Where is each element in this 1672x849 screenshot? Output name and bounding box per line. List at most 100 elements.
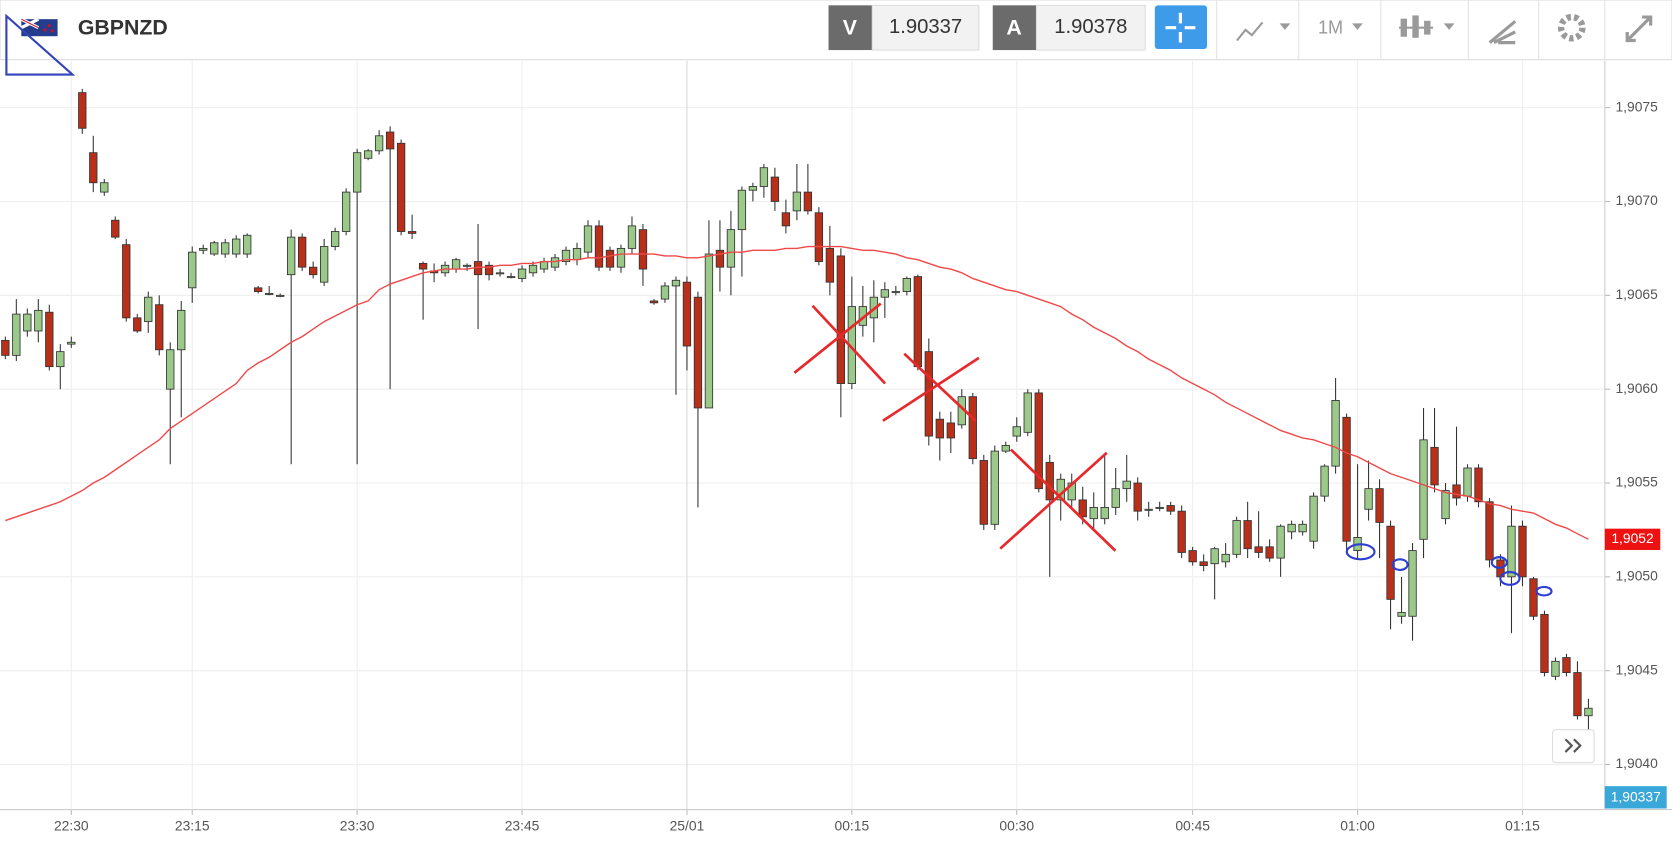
candle-body [484, 264, 494, 276]
candle-body [1144, 508, 1153, 511]
drawn-triangle [5, 13, 76, 76]
drawn-ellipses [1345, 543, 1553, 597]
candle-body [298, 236, 307, 268]
candle-body [902, 278, 911, 292]
candle-body [265, 293, 274, 295]
candle-body [100, 182, 109, 193]
ask-box[interactable] [1035, 4, 1146, 51]
x-tick-label: 23:45 [505, 817, 540, 833]
candle-body [276, 294, 285, 297]
candle-body [111, 219, 120, 238]
candle-body [188, 251, 197, 289]
candle-body [1320, 465, 1329, 497]
candle-body [1023, 392, 1032, 433]
x-tick-label: 00:30 [999, 817, 1034, 833]
candle-body [528, 264, 538, 274]
candle-body [1529, 578, 1538, 617]
candle-body [583, 225, 593, 253]
candle-body [221, 242, 230, 255]
candle-body [34, 309, 43, 332]
timeframe[interactable]: 1M [1318, 18, 1343, 38]
candle-body [1474, 467, 1483, 503]
candle-body [56, 351, 65, 368]
candle-body [979, 460, 988, 525]
timeframe-arrow[interactable] [1352, 23, 1363, 30]
candle-body [616, 247, 626, 268]
candle-body [638, 229, 648, 270]
moving-average [5, 245, 1589, 540]
candle-body [715, 249, 725, 268]
candle-body [374, 135, 384, 152]
x-tick-label: 00:15 [835, 817, 870, 833]
scroll-button[interactable] [1552, 729, 1595, 764]
candle-body [1166, 505, 1175, 512]
candle-body [407, 231, 417, 234]
candle-body [45, 311, 54, 368]
candle-body [1012, 426, 1021, 437]
crosshair-button[interactable] [1154, 5, 1208, 50]
last-price-box [1604, 786, 1667, 809]
candle-body [1078, 499, 1087, 518]
x-tick-label: 23:30 [340, 817, 375, 833]
candle-body [891, 291, 900, 294]
settings-button[interactable] [1557, 13, 1586, 42]
candle-body [462, 264, 472, 267]
candle-body [341, 191, 351, 232]
flag-icon [20, 17, 58, 37]
ask-tag[interactable]: A [1006, 15, 1021, 39]
candle-body [792, 191, 802, 212]
x-tick-label: 00:45 [1175, 817, 1210, 833]
candle-body [1199, 561, 1208, 567]
ask-price[interactable]: 1.90378 [1054, 16, 1127, 38]
last-price-label: 1,90337 [1611, 789, 1661, 805]
candle-body [23, 313, 32, 332]
candle-body [1485, 501, 1494, 561]
candle-body [1375, 488, 1384, 523]
candle-body [1562, 657, 1571, 674]
y-tick-label: 1,9055 [1615, 474, 1658, 490]
candle-body [1254, 546, 1263, 553]
candle-body [836, 255, 846, 384]
candle-body [1419, 439, 1428, 540]
candle-body [385, 131, 395, 150]
candle-type-button[interactable] [1399, 15, 1455, 38]
candle-body [1221, 553, 1230, 563]
candle-body [1111, 488, 1120, 508]
bid-tag[interactable]: V [843, 15, 858, 39]
candle-body [122, 244, 131, 319]
candle-body [1309, 495, 1318, 542]
candle-body [737, 189, 747, 231]
y-tick-label: 1,9075 [1615, 98, 1658, 114]
candle-body [1452, 484, 1461, 499]
bid-box[interactable] [871, 4, 980, 51]
ask-tag-box[interactable] [992, 5, 1037, 51]
candle-body [1540, 613, 1549, 674]
candle-body [748, 186, 758, 191]
x-tick-label: 22:30 [54, 817, 89, 833]
candle-body [1034, 392, 1043, 490]
y-tick-label: 1,9045 [1615, 661, 1658, 677]
candle-body [682, 281, 692, 347]
candle-body [1430, 446, 1439, 486]
candle-body [12, 313, 21, 356]
x-tick-label: 01:15 [1505, 817, 1540, 833]
drawing-tools[interactable] [1488, 20, 1517, 45]
toolbar-separators [1216, 0, 1606, 60]
candle-body [759, 167, 769, 187]
candle-body [880, 289, 889, 298]
bid-tag-box[interactable] [828, 5, 873, 51]
candle-body [550, 257, 560, 268]
expand-button[interactable] [1625, 15, 1653, 43]
candle-body [177, 309, 186, 351]
chart-type-button[interactable] [1236, 21, 1291, 42]
bid-price[interactable]: 1.90337 [889, 16, 962, 38]
candle-body [1243, 520, 1252, 550]
x-tick-label: 25/01 [670, 817, 705, 833]
candle-body [825, 247, 835, 283]
symbol: GBPNZD [78, 15, 168, 39]
candle-body [671, 279, 681, 287]
candle-body [1155, 506, 1164, 509]
